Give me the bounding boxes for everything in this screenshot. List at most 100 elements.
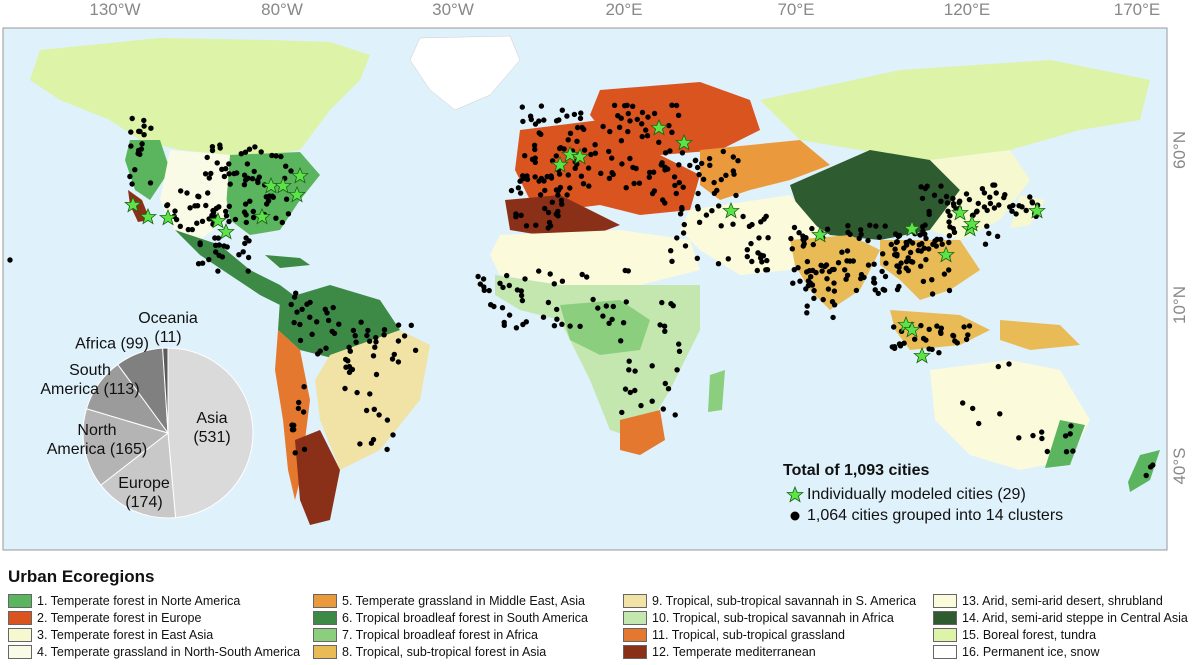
city-dot: [923, 256, 929, 263]
city-dot: [606, 320, 612, 326]
city-dot: [1067, 431, 1073, 437]
dot-icon: [783, 510, 807, 522]
ecoregions-title: Urban Ecoregions: [8, 567, 155, 586]
city-dot: [853, 287, 860, 294]
city-dot: [819, 268, 825, 274]
city-dot: [646, 169, 653, 176]
ecoregion-label: 12. Temperate mediterranean: [652, 645, 816, 659]
city-dot: [607, 128, 613, 135]
modeled-city-star: [963, 214, 981, 232]
city-dot: [966, 323, 973, 329]
lon-tick-label: 120°E: [943, 0, 991, 19]
city-dot: [581, 147, 588, 153]
city-dot: [553, 187, 560, 193]
city-dot: [395, 338, 402, 344]
city-dot: [618, 138, 625, 144]
city-dot: [756, 235, 762, 241]
city-dot: [1044, 448, 1051, 455]
city-dot: [192, 203, 198, 209]
legend-row-star: Individually modeled cities (29): [783, 484, 1063, 505]
city-dot: [172, 208, 178, 214]
city-dot: [633, 165, 639, 172]
city-dot: [991, 205, 998, 211]
ecoregion-swatch: [623, 628, 647, 642]
city-dot: [660, 406, 666, 412]
city-dot: [926, 246, 932, 252]
city-dot: [649, 398, 655, 404]
city-dot: [649, 363, 655, 369]
city-dot: [531, 142, 538, 148]
city-dot: [922, 185, 928, 192]
city-dot: [364, 332, 370, 339]
ecoregion-legend-item: 16. Permanent ice, snow: [933, 644, 1100, 660]
city-dot: [656, 139, 662, 145]
africa-south: [620, 410, 665, 455]
city-dot: [716, 203, 722, 209]
city-dot: [897, 343, 904, 349]
city-dot: [199, 260, 206, 266]
city-dot: [273, 215, 279, 221]
city-dot: [590, 296, 596, 303]
city-dot: [943, 193, 950, 200]
city-dot: [345, 358, 351, 364]
ecoregion-swatch: [623, 645, 647, 659]
city-dot: [1143, 472, 1149, 479]
city-dot: [931, 192, 938, 198]
city-dot: [789, 246, 795, 252]
city-dot: [669, 258, 675, 264]
city-dot: [626, 358, 632, 364]
city-dot: [557, 184, 564, 191]
modeled-city-star: [811, 225, 829, 243]
city-dot: [595, 305, 601, 311]
city-dot: [350, 327, 357, 334]
ecoregion-swatch: [623, 611, 647, 625]
city-dot: [646, 174, 652, 180]
pie-label-south-america: South America (113): [40, 361, 139, 399]
city-dot: [661, 323, 668, 329]
city-dot: [666, 122, 672, 129]
city-dot: [258, 149, 264, 155]
city-dot: [522, 276, 528, 282]
city-dot: [755, 250, 761, 256]
city-dot: [224, 244, 230, 250]
city-dot: [668, 248, 674, 254]
city-dot: [748, 240, 754, 247]
city-dot: [578, 173, 585, 179]
city-dot: [676, 341, 682, 347]
city-dot: [252, 144, 258, 150]
city-dot: [577, 115, 584, 122]
city-dot: [831, 266, 837, 273]
modeled-city-star: [139, 207, 157, 225]
sa-savannah: [315, 330, 430, 470]
city-dot: [891, 345, 898, 351]
city-dot: [632, 368, 638, 374]
city-dot: [518, 292, 525, 299]
city-dot: [950, 201, 957, 207]
pie-label-south-line2: America (113): [40, 381, 140, 398]
city-dot: [665, 166, 671, 172]
city-dot: [307, 314, 313, 320]
city-dot: [366, 338, 373, 344]
city-dot: [246, 146, 253, 152]
city-dot: [571, 111, 578, 118]
city-dot: [135, 150, 141, 157]
city-dot: [372, 344, 378, 350]
ecoregion-label: 3. Temperate forest in East Asia: [37, 628, 214, 642]
city-dot: [556, 171, 563, 177]
city-dot: [554, 316, 560, 322]
city-dot: [1023, 207, 1029, 214]
city-dot: [995, 363, 1001, 370]
city-dot: [630, 103, 636, 110]
city-dot: [574, 124, 581, 131]
city-dot: [946, 267, 952, 273]
city-dot: [638, 402, 644, 409]
ecoregion-legend-item: 4. Temperate grassland in North-South Am…: [8, 644, 300, 660]
ecoregion-legend-item: 3. Temperate forest in East Asia: [8, 627, 213, 643]
city-dot: [567, 130, 574, 136]
ecoregion-swatch: [8, 611, 32, 625]
city-dot: [882, 223, 888, 229]
southeast-asia: [880, 240, 980, 300]
city-dot: [580, 181, 587, 187]
city-dot: [987, 200, 994, 207]
city-dot: [936, 350, 942, 356]
